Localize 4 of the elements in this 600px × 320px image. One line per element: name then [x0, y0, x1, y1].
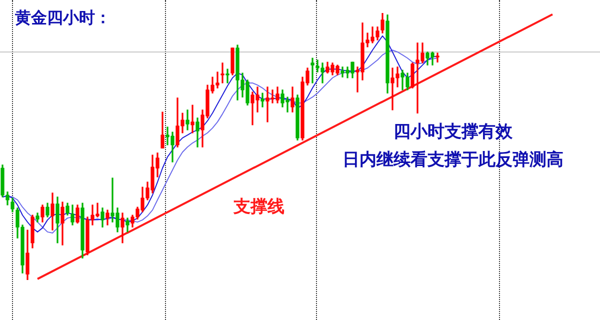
annotation: 四小时支撑有效: [392, 121, 514, 144]
series-label: 支撑线: [234, 196, 284, 218]
annotation: 日内继续看支撑于此反弹测高: [342, 149, 564, 172]
chart-title: 黄金四小时：: [15, 8, 111, 29]
